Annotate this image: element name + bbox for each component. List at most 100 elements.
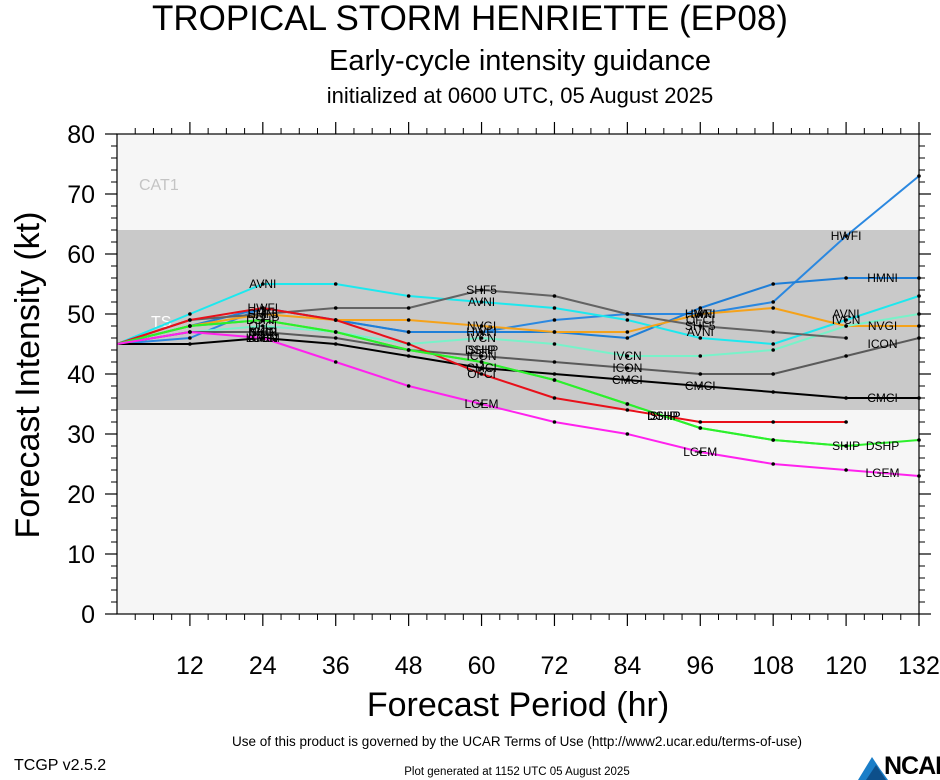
band-cat1 [117, 134, 919, 230]
series-lines [116, 175, 920, 477]
series-line-icon [116, 331, 920, 375]
y-tick-label: 80 [67, 121, 95, 149]
series-label-avni: AVNI [687, 325, 714, 339]
band-ts [117, 230, 919, 410]
series-line-lgem [116, 331, 920, 477]
data-point-hwfi [552, 318, 557, 322]
series-label-ship: SHIP [468, 343, 496, 357]
version-label: TCGP v2.5.2 [14, 757, 107, 774]
series-label-hmni: HMNI [867, 271, 898, 285]
x-tick-label: 108 [752, 652, 794, 680]
data-point-hwfi [771, 300, 775, 304]
data-point-ship [479, 360, 484, 364]
data-point-ofci [333, 318, 338, 322]
data-point-ship [406, 348, 411, 352]
band-td [117, 410, 919, 614]
series-label-hwfi: HWFI [247, 301, 278, 315]
series-label-hmni: HMNI [685, 307, 716, 321]
data-point-icon [844, 354, 848, 358]
series-line-avni [116, 283, 920, 345]
data-point-avni [406, 294, 411, 298]
series-label-shf5: SHF5 [247, 307, 278, 321]
series-label-shf5: SHF5 [685, 319, 716, 333]
data-point-nvgi [698, 312, 703, 316]
data-point-ivcn [844, 324, 848, 328]
data-point-cmci [406, 354, 411, 358]
ncar-logo-icon [858, 757, 888, 780]
series-label-dshp: DSHP [647, 409, 680, 423]
terms-of-use-text: Use of this product is governed by the U… [232, 734, 802, 749]
data-point-nvgi [552, 330, 557, 334]
data-point-ofci [479, 372, 484, 376]
data-point-hwfi [188, 336, 192, 340]
series-line-hwfi [116, 175, 920, 345]
data-point-avni [552, 306, 557, 310]
x-tick-label: 24 [249, 652, 277, 680]
data-point-cmci [698, 384, 703, 388]
data-point-lgem [479, 402, 484, 406]
data-point-ship [698, 426, 703, 430]
series-label-dshp: DSHP [246, 313, 279, 327]
data-point-shf5 [552, 294, 557, 298]
data-point-hmni [771, 282, 775, 286]
data-point-ofci [406, 342, 411, 346]
series-label-cmci: CMCI [867, 391, 898, 405]
series-label-ship: SHIP [832, 439, 860, 453]
axes: 0 10 20 30 40 50 60 70 80 12 24 36 48 60 72 84 96 108 120 1… [67, 121, 940, 680]
data-point-shf5 [625, 312, 630, 316]
series-label-lgem: LGEM [866, 466, 900, 480]
series-label-ivcn: IVCN [832, 313, 861, 327]
x-tick-label: 120 [825, 652, 867, 680]
data-point-ofci [771, 420, 775, 424]
data-point-ivcn [261, 324, 265, 328]
data-point-hmni [479, 330, 484, 334]
y-tick-label: 0 [81, 601, 95, 629]
series-label-ivcn: IVCN [467, 331, 496, 345]
series-points [188, 174, 921, 478]
series-label-lgem: LGEM [246, 331, 280, 345]
series-label-shf5: SHF5 [466, 283, 497, 297]
data-point-ivcn [698, 354, 703, 358]
data-point-hwfi [844, 234, 848, 238]
y-tick-label: 30 [67, 421, 95, 449]
data-point-lgem [698, 450, 703, 454]
data-point-icon [552, 360, 557, 364]
y-tick-label: 50 [67, 301, 95, 329]
series-label-ivcn: IVCN [248, 325, 277, 339]
data-point-ship [771, 438, 775, 442]
data-point-icon [771, 372, 775, 376]
data-point-cmci [479, 366, 484, 370]
data-point-avni [625, 318, 630, 322]
data-point-lgem [771, 462, 775, 466]
data-point-hmni [625, 336, 630, 340]
data-point-lgem [188, 330, 192, 334]
chart-subtitle: Early-cycle intensity guidance [328, 45, 711, 77]
data-point-cmci [188, 342, 192, 346]
data-point-ivcn [771, 348, 775, 352]
series-label-cmci: CMCI [247, 331, 278, 345]
series-label-hwfi: HWFI [831, 229, 862, 243]
data-point-ship [261, 318, 265, 322]
data-point-cmci [844, 396, 848, 400]
x-tick-label: 48 [395, 652, 423, 680]
x-tick-label: 12 [176, 652, 204, 680]
data-point-avni [771, 342, 775, 346]
data-point-lgem [552, 420, 557, 424]
y-tick-label: 60 [67, 241, 95, 269]
data-point-avni [479, 300, 484, 304]
data-point-shf5 [261, 312, 265, 316]
data-point-cmci [552, 372, 557, 376]
data-point-icon [333, 336, 338, 340]
data-point-ofci [625, 408, 630, 412]
init-time-label: initialized at 0600 UTC, 05 August 2025 [326, 83, 714, 108]
series-label-hwfi: HWFI [466, 325, 497, 339]
data-point-ofci [188, 318, 192, 322]
series-label-ofci: OFCI [467, 367, 496, 381]
y-axis-label: Forecast Intensity (kt) [9, 211, 47, 539]
x-axis-label: Forecast Period (hr) [366, 686, 670, 724]
x-tick-label: 60 [468, 652, 496, 680]
data-point-cmci [771, 390, 775, 394]
data-point-ofci [698, 420, 703, 424]
series-label-cmci: CMCI [612, 373, 643, 387]
